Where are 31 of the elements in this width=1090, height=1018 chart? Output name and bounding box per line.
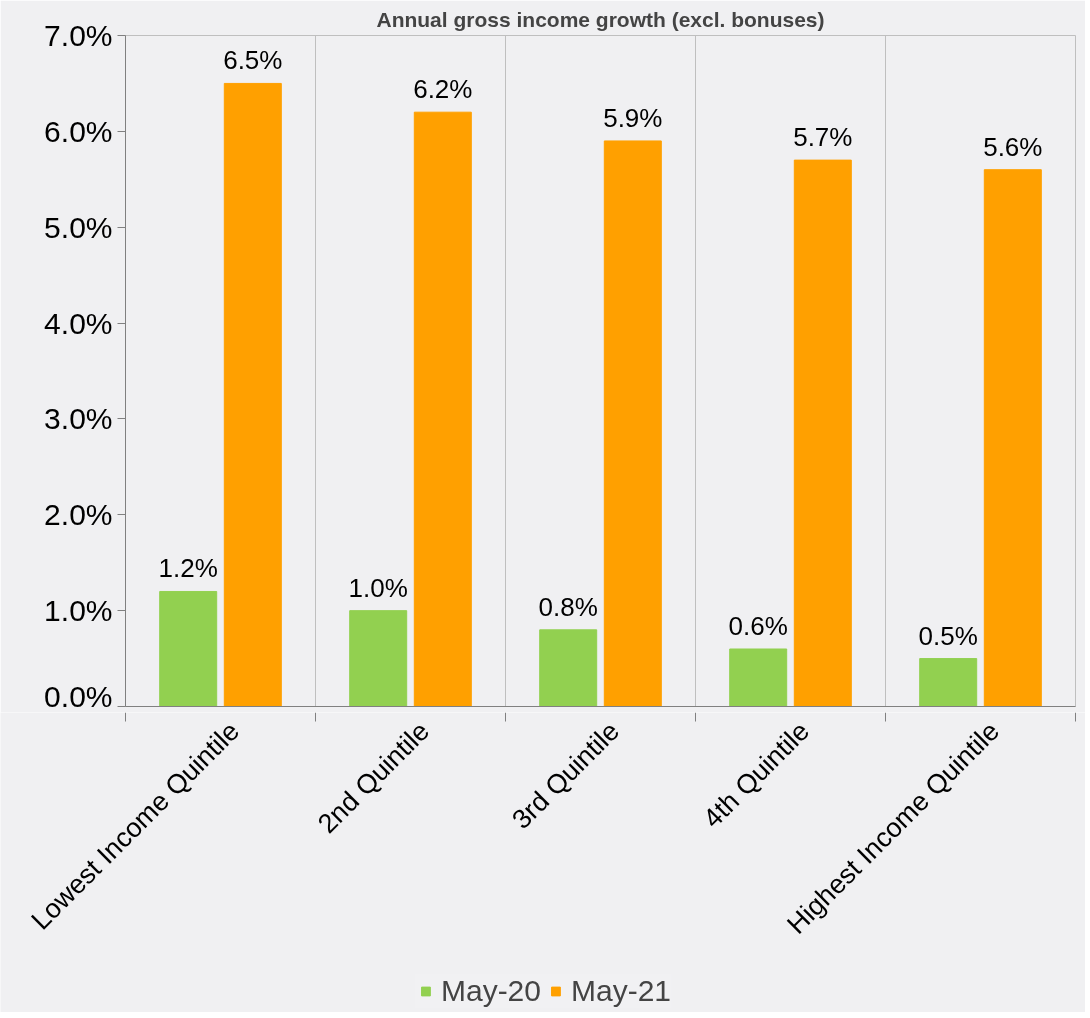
bar — [919, 658, 978, 707]
y-tick-label: 5.0% — [44, 210, 113, 244]
y-tick-label: 4.0% — [44, 306, 113, 340]
data-label: 5.9% — [603, 102, 663, 133]
data-label: 1.0% — [348, 572, 408, 603]
bar — [413, 111, 472, 707]
data-label: 0.5% — [918, 620, 978, 651]
data-label: 0.6% — [728, 610, 788, 641]
data-label: 0.8% — [538, 591, 598, 622]
bar — [729, 648, 788, 707]
bar — [983, 169, 1042, 707]
bar — [603, 140, 662, 707]
bar — [349, 610, 408, 707]
y-tick-label: 3.0% — [44, 402, 113, 436]
chart-title: Annual gross income growth (excl. bonuses) — [376, 7, 825, 31]
bar — [159, 590, 218, 707]
y-tick-label: 7.0% — [44, 19, 113, 52]
bar — [539, 629, 598, 707]
y-tick-label: 2.0% — [44, 498, 113, 532]
legend-label: May-20 — [440, 974, 541, 1008]
bar — [223, 82, 282, 707]
data-label: 5.7% — [793, 122, 853, 153]
y-tick-label: 6.0% — [44, 114, 113, 148]
y-tick-label: 1.0% — [44, 594, 113, 628]
data-label: 5.6% — [983, 131, 1043, 162]
data-label: 6.5% — [223, 45, 283, 76]
legend-label: May-21 — [571, 974, 672, 1008]
bar — [793, 159, 852, 707]
data-label: 6.2% — [413, 74, 473, 105]
data-label: 1.2% — [158, 553, 218, 584]
y-tick-label: 0.0% — [44, 679, 113, 713]
